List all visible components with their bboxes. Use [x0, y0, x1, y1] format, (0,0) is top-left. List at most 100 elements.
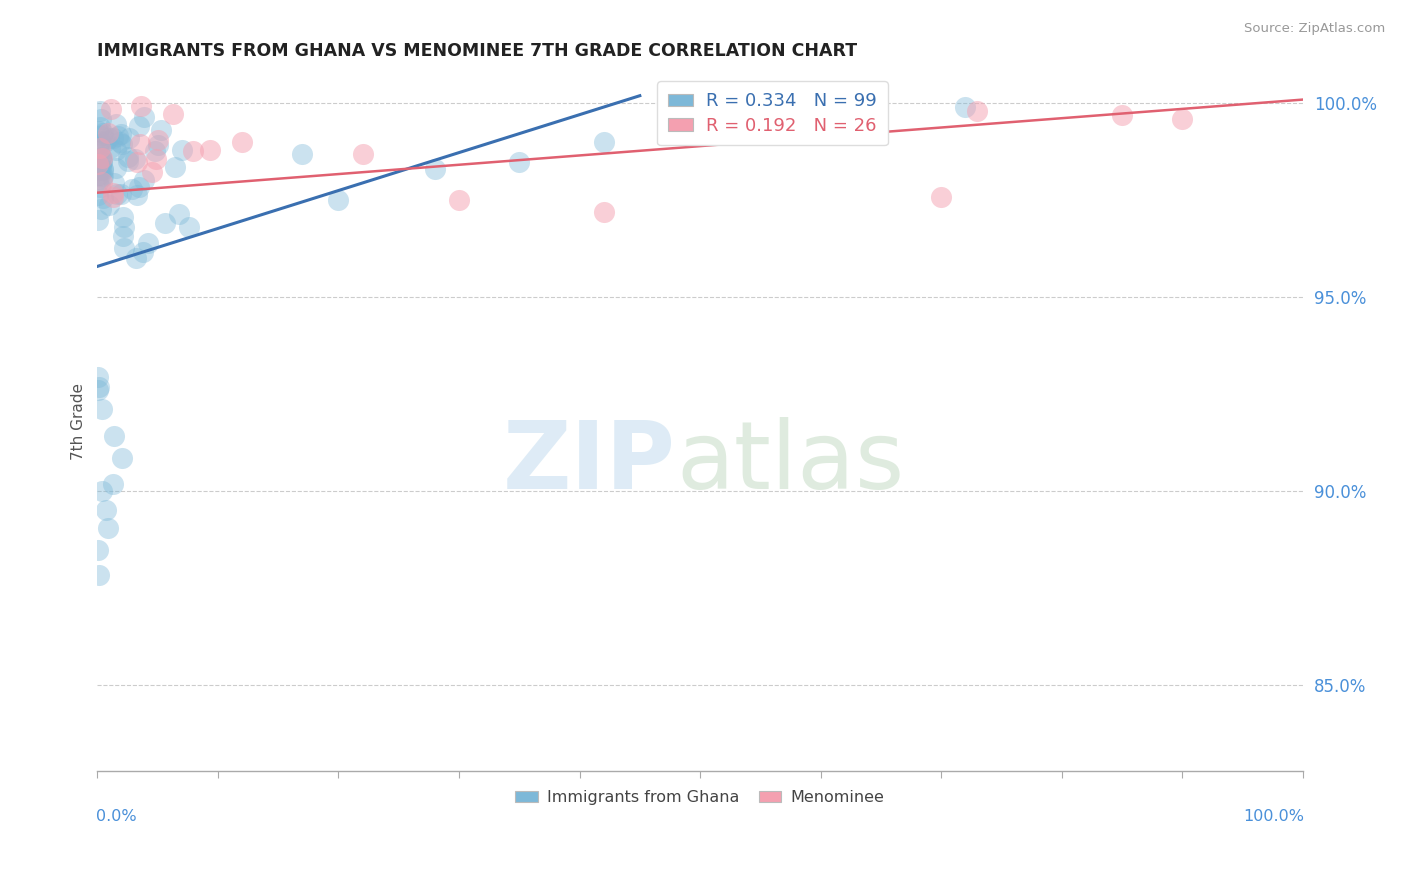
Point [91, 163, 114, 178]
Point [129, 137, 152, 152]
Text: 100.0%: 100.0% [1243, 809, 1303, 824]
Point [291, 147, 314, 161]
Point [103, 176, 125, 190]
Point [89, 134, 111, 148]
Point [89, 168, 111, 182]
Point [112, 210, 135, 224]
Point [89, 129, 111, 144]
Text: ZIP: ZIP [503, 417, 676, 509]
Point [132, 172, 155, 186]
Point [146, 133, 169, 147]
Point [112, 241, 135, 255]
Point [105, 186, 128, 201]
Point [89, 103, 111, 118]
Text: IMMIGRANTS FROM GHANA VS MENOMINEE 7TH GRADE CORRELATION CHART: IMMIGRANTS FROM GHANA VS MENOMINEE 7TH G… [97, 42, 858, 60]
Point [101, 190, 124, 204]
Point [423, 162, 446, 177]
Point [132, 245, 155, 260]
Point [90, 150, 112, 164]
Point [87, 542, 110, 557]
Point [87, 163, 110, 178]
Point [141, 165, 163, 179]
Point [170, 143, 193, 157]
Point [845, 104, 868, 119]
Point [131, 99, 153, 113]
Point [87, 380, 110, 394]
Point [87, 175, 110, 189]
Point [87, 157, 110, 171]
Point [87, 136, 110, 151]
Point [94, 503, 117, 517]
Text: Source: ZipAtlas.com: Source: ZipAtlas.com [1244, 22, 1385, 36]
Point [231, 135, 253, 149]
Point [111, 229, 134, 244]
Point [110, 135, 132, 149]
Point [810, 100, 832, 114]
Point [103, 130, 125, 145]
Point [181, 144, 204, 158]
Point [966, 104, 988, 119]
Point [91, 170, 114, 185]
Point [87, 158, 110, 172]
Point [110, 186, 132, 201]
Point [929, 189, 952, 203]
Point [128, 119, 150, 133]
Point [98, 197, 121, 211]
Point [89, 567, 111, 582]
Point [105, 161, 128, 175]
Point [128, 179, 150, 194]
Point [90, 112, 112, 126]
Point [89, 120, 111, 135]
Point [132, 110, 155, 124]
Point [86, 124, 108, 138]
Point [87, 212, 110, 227]
Point [90, 150, 112, 164]
Point [86, 369, 108, 384]
Point [91, 175, 114, 189]
Point [101, 186, 124, 201]
Point [112, 219, 135, 234]
Point [89, 202, 111, 216]
Point [91, 483, 114, 498]
Y-axis label: 7th Grade: 7th Grade [72, 383, 86, 460]
Point [153, 216, 176, 230]
Point [328, 194, 350, 208]
Point [100, 102, 122, 116]
Point [110, 128, 132, 142]
Point [91, 169, 114, 183]
Point [508, 154, 530, 169]
Point [165, 160, 187, 174]
Point [162, 106, 184, 120]
Point [91, 191, 114, 205]
Point [177, 219, 200, 234]
Point [447, 194, 470, 208]
Point [87, 383, 110, 397]
Point [105, 117, 128, 131]
Point [143, 144, 166, 158]
Point [1111, 108, 1133, 122]
Point [91, 126, 114, 140]
Point [125, 188, 148, 202]
Point [89, 179, 111, 194]
Point [97, 521, 120, 535]
Point [101, 477, 124, 491]
Point [105, 143, 128, 157]
Point [111, 136, 134, 151]
Point [89, 141, 111, 155]
Text: 0.0%: 0.0% [96, 809, 136, 824]
Point [124, 152, 146, 166]
Point [91, 153, 114, 168]
Point [97, 131, 120, 145]
Point [103, 429, 125, 443]
Point [98, 141, 121, 155]
Point [91, 161, 114, 176]
Point [91, 151, 114, 165]
Point [955, 100, 977, 114]
Point [592, 205, 614, 219]
Point [117, 149, 139, 163]
Point [107, 128, 129, 143]
Point [198, 143, 221, 157]
Point [90, 128, 112, 142]
Point [592, 135, 614, 149]
Point [90, 158, 112, 172]
